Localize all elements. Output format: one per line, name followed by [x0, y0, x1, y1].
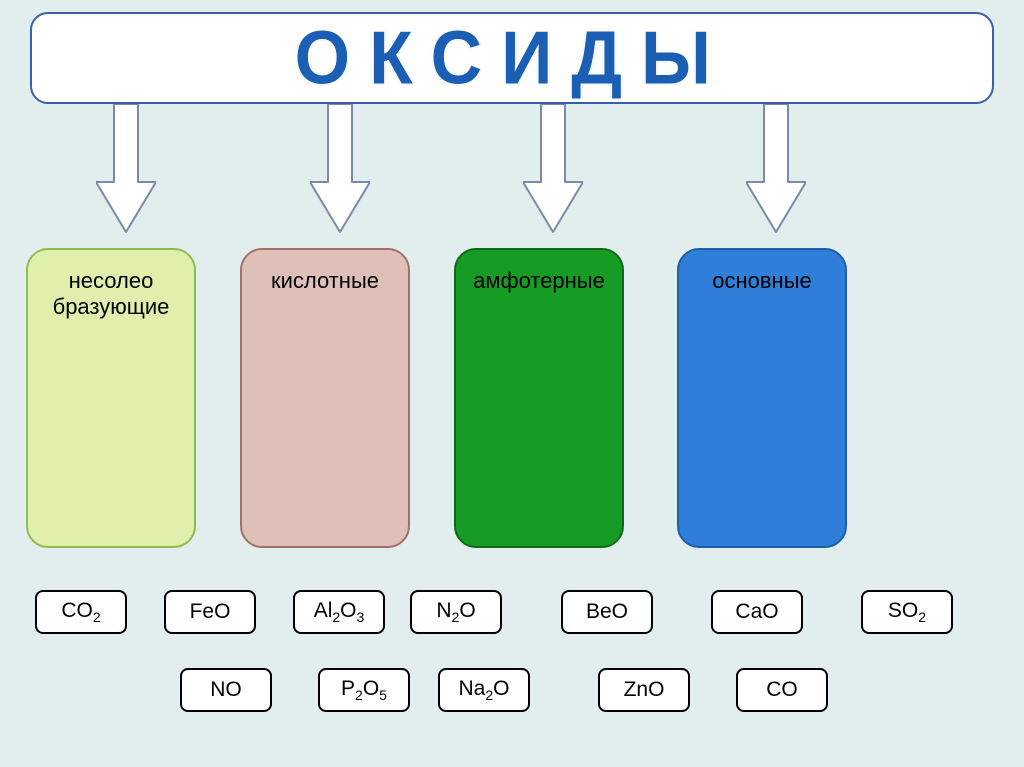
formula-text: FeO [190, 600, 231, 624]
arrow-1 [310, 104, 370, 234]
formula-r1-1: FeO [164, 590, 256, 634]
formula-text: ZnO [624, 678, 665, 702]
arrow-0 [96, 104, 156, 234]
arrow-3 [746, 104, 806, 234]
formula-text: CaO [735, 600, 778, 624]
category-label-line1: несолео [28, 268, 194, 294]
formula-r2-1: P2O5 [318, 668, 410, 712]
formula-r2-0: NO [180, 668, 272, 712]
formula-text: CO [766, 678, 798, 702]
formula-r1-4: BeO [561, 590, 653, 634]
formula-text: P2O5 [341, 677, 387, 703]
formula-text: SO2 [888, 599, 926, 625]
category-label-line1: амфотерные [456, 268, 622, 294]
formula-text: CO2 [61, 599, 100, 625]
formula-r1-6: SO2 [861, 590, 953, 634]
category-label-line1: основные [679, 268, 845, 294]
category-0: несолеобразующие [26, 248, 196, 548]
formula-r1-3: N2O [410, 590, 502, 634]
formula-r1-2: Al2O3 [293, 590, 385, 634]
formula-r1-5: CaO [711, 590, 803, 634]
formula-r2-3: ZnO [598, 668, 690, 712]
formula-text: BeO [586, 600, 628, 624]
formula-text: Al2O3 [314, 599, 365, 625]
category-1: кислотные [240, 248, 410, 548]
formula-text: NO [210, 678, 242, 702]
title-text: ОКСИДЫ [294, 15, 729, 101]
formula-r1-0: CO2 [35, 590, 127, 634]
title-box: ОКСИДЫ [30, 12, 994, 104]
formula-text: N2O [436, 599, 475, 625]
formula-r2-4: CO [736, 668, 828, 712]
category-3: основные [677, 248, 847, 548]
category-label-line1: кислотные [242, 268, 408, 294]
formula-r2-2: Na2O [438, 668, 530, 712]
category-label-line2: бразующие [28, 294, 194, 320]
formula-text: Na2O [459, 677, 510, 703]
arrow-2 [523, 104, 583, 234]
category-2: амфотерные [454, 248, 624, 548]
